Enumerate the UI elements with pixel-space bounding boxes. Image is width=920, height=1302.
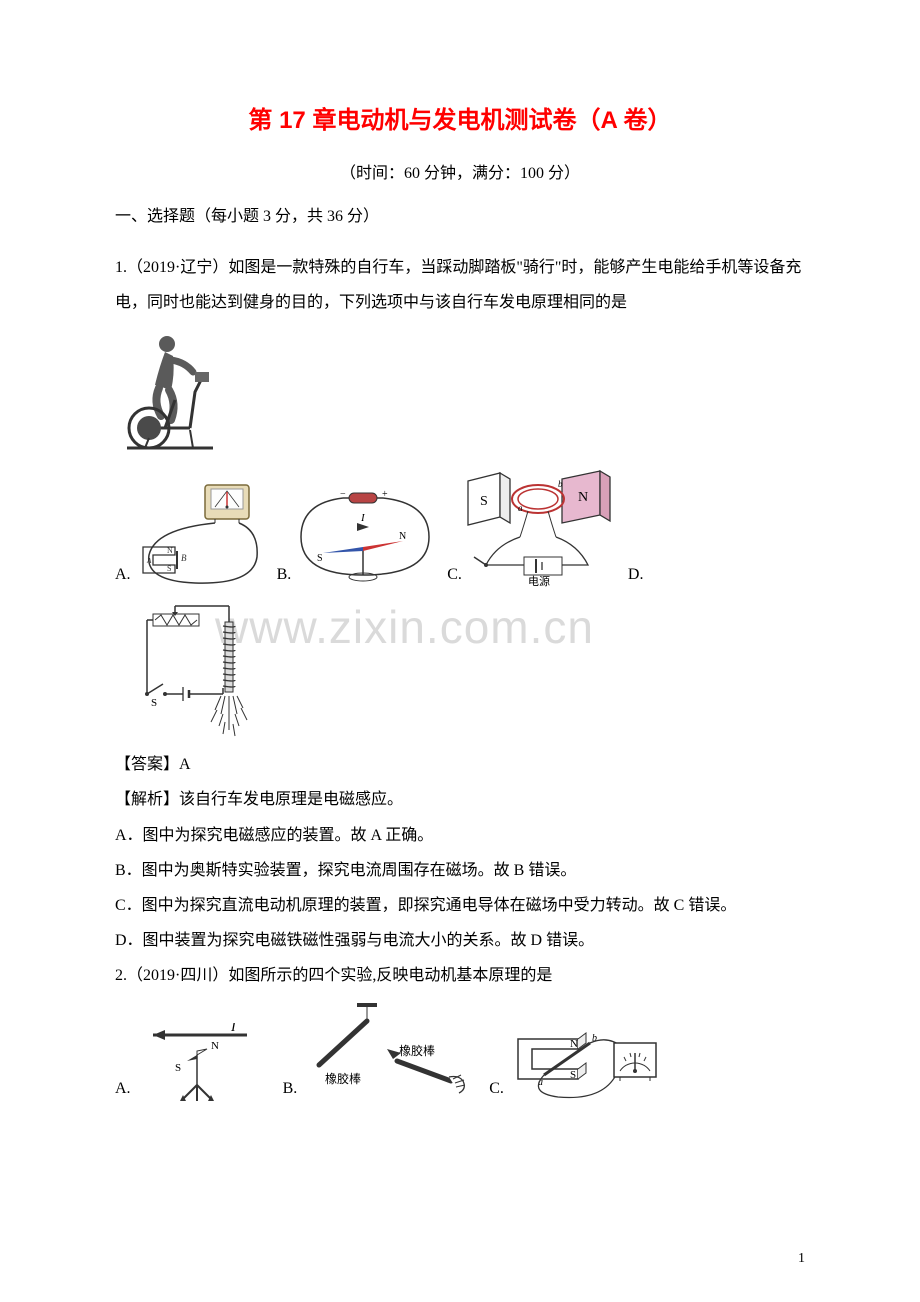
option-a: A. N S A [115, 479, 265, 594]
svg-text:橡胶棒: 橡胶棒 [325, 1071, 361, 1086]
option-d-label: D. [628, 566, 644, 584]
q2-option-c-figure-icon: N S a b [508, 1013, 668, 1108]
svg-text:N: N [570, 1038, 578, 1050]
option-d-figure-icon: S [139, 602, 259, 742]
svg-text:A: A [146, 557, 152, 565]
svg-text:b: b [558, 479, 563, 489]
svg-text:S: S [480, 494, 488, 509]
svg-text:N: N [211, 1040, 219, 1052]
option-d-figure: S [139, 602, 805, 747]
svg-text:S: S [317, 553, 323, 564]
svg-text:S: S [151, 697, 157, 709]
svg-text:S: S [167, 564, 171, 573]
svg-text:S: S [175, 1062, 181, 1074]
q2-option-a-label: A. [115, 1080, 131, 1098]
q2-option-b-figure-icon: 橡胶棒 橡胶棒 [301, 1003, 471, 1108]
svg-text:N: N [399, 531, 406, 542]
q2-option-b: B. 橡胶棒 橡胶棒 [283, 1003, 472, 1108]
question-2-text: 2.（2019·四川）如图所示的四个实验,反映电动机基本原理的是 [115, 958, 805, 993]
svg-text:N: N [167, 546, 173, 555]
answer-label: 【答案】A [115, 747, 805, 782]
page-content: 第 17 章电动机与发电机测试卷（A 卷） （时间：60 分钟，满分：100 分… [115, 100, 805, 1108]
option-a-figure-icon: N S A B [135, 479, 265, 594]
analysis-c: C．图中为探究直流电动机原理的装置，即探究通电导体在磁场中受力转动。故 C 错误… [115, 888, 805, 923]
option-d: D. [628, 566, 648, 594]
page-number: 1 [798, 1251, 805, 1267]
svg-text:I: I [230, 1023, 237, 1035]
svg-text:I: I [360, 512, 366, 524]
q2-option-b-label: B. [283, 1080, 298, 1098]
option-c-label: C. [447, 566, 462, 584]
q2-option-a-figure-icon: I S N [135, 1023, 265, 1108]
svg-text:橡胶棒: 橡胶棒 [399, 1043, 435, 1058]
q2-option-c-label: C. [489, 1080, 504, 1098]
option-b-figure-icon: − + I N S [295, 489, 435, 594]
svg-text:N: N [578, 490, 588, 505]
section-heading: 一、选择题（每小题 3 分，共 36 分） [115, 203, 805, 232]
analysis-intro: 【解析】该自行车发电原理是电磁感应。 [115, 782, 805, 817]
svg-text:B: B [181, 553, 187, 563]
time-info: （时间：60 分钟，满分：100 分） [115, 159, 805, 183]
option-c: C. S N a b [447, 469, 616, 594]
analysis-b: B．图中为奥斯特实验装置，探究电流周围存在磁场。故 B 错误。 [115, 853, 805, 888]
option-b: B. − + I [277, 489, 436, 594]
question-1-options: A. N S A [115, 469, 805, 594]
option-c-figure-icon: S N a b [466, 469, 616, 594]
svg-text:电源: 电源 [528, 574, 550, 588]
question-1-text: 1.（2019·辽宁）如图是一款特殊的自行车，当踩动脚踏板"骑行"时，能够产生电… [115, 250, 805, 320]
question-1-figure [115, 330, 805, 455]
svg-text:a: a [518, 503, 523, 513]
q2-option-a: A. I S N [115, 1023, 265, 1108]
option-a-label: A. [115, 566, 131, 584]
analysis-a: A．图中为探究电磁感应的装置。故 A 正确。 [115, 818, 805, 853]
q2-option-c: C. N S a b [489, 1013, 668, 1108]
page-title: 第 17 章电动机与发电机测试卷（A 卷） [115, 100, 805, 135]
svg-text:S: S [570, 1069, 576, 1081]
option-b-label: B. [277, 566, 292, 584]
bike-icon [115, 330, 225, 450]
analysis-d: D．图中装置为探究电磁铁磁性强弱与电流大小的关系。故 D 错误。 [115, 923, 805, 958]
question-2-options: A. I S N [115, 1003, 805, 1108]
